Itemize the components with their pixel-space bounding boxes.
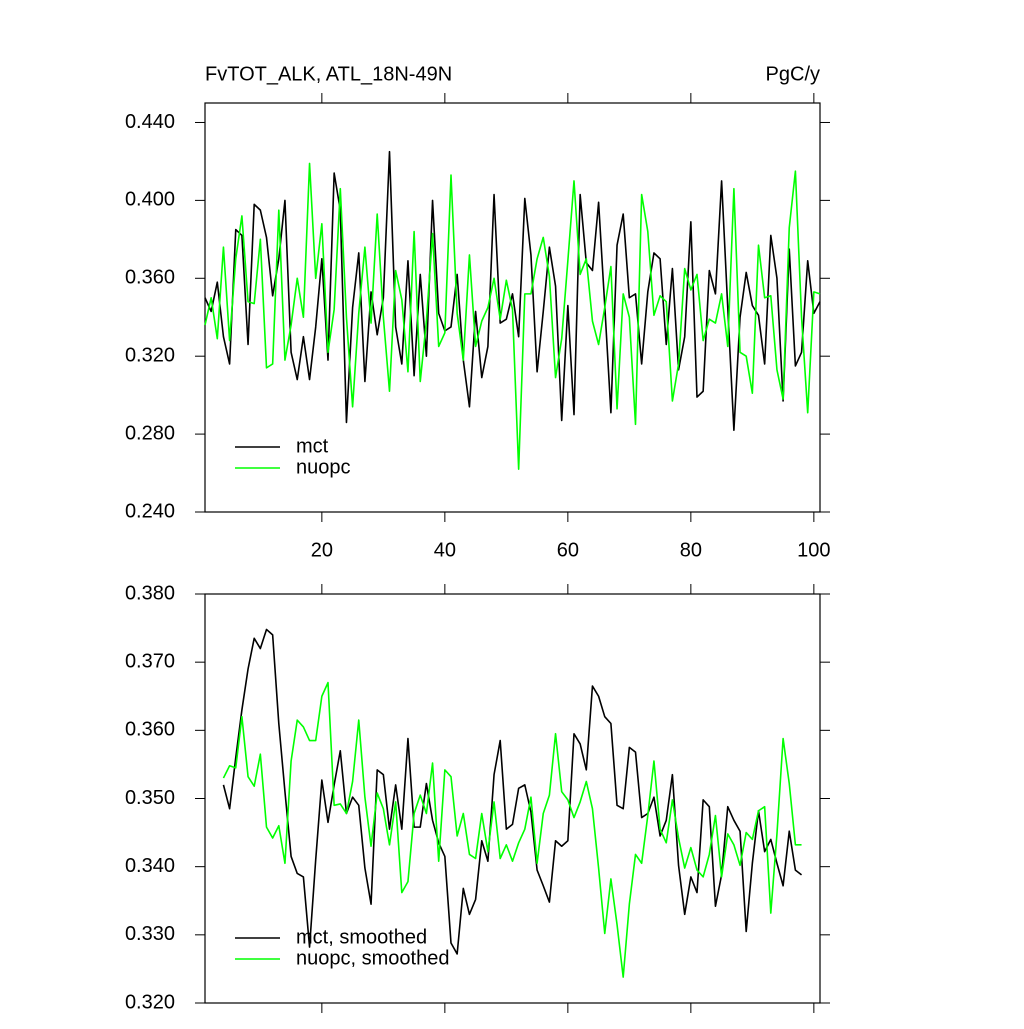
y-tick-label: 0.320 [125,991,175,1013]
plot-frame [204,102,821,513]
y-tick-label: 0.240 [125,500,175,522]
y-tick-label: 0.340 [125,855,175,877]
legend-label: mct [296,435,329,457]
y-tick-label: 0.320 [125,344,175,366]
y-tick-label: 0.380 [125,582,175,604]
x-tick-label: 60 [557,539,579,561]
y-tick-label: 0.350 [125,787,175,809]
units-label: PgC/y [766,63,820,85]
y-tick-label: 0.280 [125,422,175,444]
data-line [222,628,803,955]
x-tick-label: 80 [680,539,702,561]
legend-label: nuopc [296,456,351,478]
y-tick-label: 0.440 [125,111,175,133]
legend-label: mct, smoothed [296,926,427,948]
x-tick-label: 20 [311,539,333,561]
x-tick-label: 100 [797,539,830,561]
data-line [204,162,821,470]
data-line [222,681,802,978]
y-tick-label: 0.360 [125,267,175,289]
y-tick-label: 0.330 [125,923,175,945]
y-tick-label: 0.360 [125,719,175,741]
y-tick-label: 0.400 [125,189,175,211]
y-tick-label: 0.370 [125,650,175,672]
legend-label: nuopc, smoothed [296,947,449,969]
chart-title: FvTOT_ALK, ATL_18N-49N [205,63,452,85]
data-line [204,150,821,431]
x-tick-label: 40 [434,539,456,561]
